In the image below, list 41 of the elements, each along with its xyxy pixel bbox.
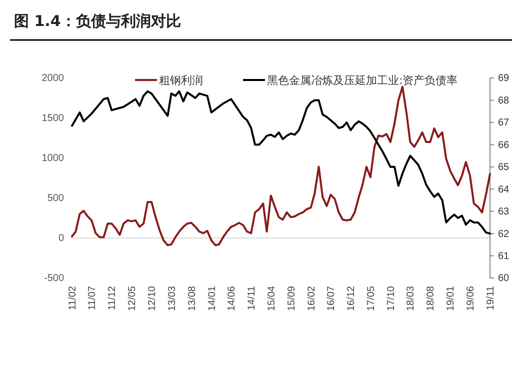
x-tick-label: 16/07 — [326, 286, 338, 312]
y2-tick-label: 63 — [498, 206, 510, 218]
y2-tick-label: 68 — [498, 95, 510, 106]
legend-label: 黑色金属冶炼及压延加工业:资产负债率 — [267, 74, 458, 87]
legend-label: 粗钢利润 — [159, 74, 203, 87]
y2-tick-label: 66 — [498, 140, 510, 151]
y2-tick-label: 62 — [498, 228, 510, 240]
y2-tick-label: 61 — [498, 250, 510, 262]
x-tick-label: 15/04 — [266, 286, 278, 312]
chart-title: 图 1.4：负债与利润对比 — [14, 12, 181, 30]
y-tick-label: -500 — [44, 273, 64, 284]
x-tick-label: 17/10 — [386, 286, 397, 312]
x-tick-label: 19/11 — [486, 286, 496, 310]
x-tick-label: 18/08 — [426, 286, 437, 312]
x-tick-label: 19/01 — [446, 286, 457, 312]
y2-tick-label: 64 — [498, 184, 510, 196]
y2-tick-label: 65 — [498, 162, 510, 174]
x-tick-label: 11/02 — [68, 286, 78, 310]
y-tick-label: 1500 — [42, 113, 64, 124]
y-tick-label: 2000 — [42, 73, 64, 84]
x-tick-label: 17/05 — [366, 286, 377, 312]
x-tick-label: 16/12 — [346, 286, 358, 312]
y-tick-label: 0 — [58, 233, 64, 244]
x-tick-label: 11/07 — [87, 286, 98, 310]
x-tick-label: 14/11 — [246, 286, 258, 310]
x-tick-label: 15/09 — [286, 286, 298, 312]
x-tick-label: 12/10 — [147, 286, 158, 312]
x-tick-label: 12/05 — [127, 286, 138, 312]
x-tick-label: 18/03 — [406, 286, 417, 312]
x-tick-label: 13/08 — [186, 286, 198, 312]
x-tick-label: 14/06 — [226, 286, 238, 312]
y-tick-label: 1000 — [42, 153, 64, 164]
y2-tick-label: 67 — [498, 118, 510, 129]
x-tick-label: 19/06 — [465, 286, 476, 312]
x-tick-label: 11/12 — [107, 286, 118, 310]
x-tick-label: 13/03 — [166, 286, 178, 312]
y2-tick-label: 60 — [498, 273, 510, 284]
x-tick-label: 16/02 — [306, 286, 318, 312]
y2-tick-label: 69 — [498, 73, 510, 84]
y-tick-label: 500 — [47, 193, 64, 204]
x-tick-label: 14/01 — [206, 286, 218, 312]
